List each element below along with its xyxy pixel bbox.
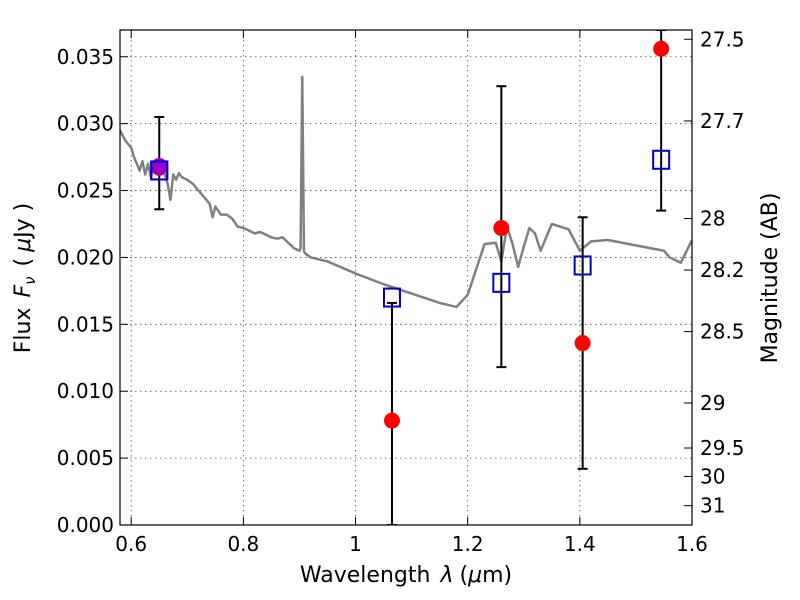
x-tick-label: 1	[349, 532, 362, 556]
y-tick-label: 0.015	[57, 312, 114, 336]
model-photometry-square	[573, 255, 592, 276]
y-tick-label: 0.005	[57, 446, 114, 470]
observed-flux-point	[383, 412, 400, 429]
x-axis-ticks: 0.6 0.8 1 1.2 1.4 1.6	[115, 30, 708, 556]
y-tick-label: 0.000	[57, 513, 114, 537]
spectrum-layer	[120, 75, 692, 309]
model-photometry-square	[382, 287, 401, 308]
y-axis-ticks: 0.000 0.005 0.010 0.015 0.020 0.025 0.030 0.035	[57, 45, 128, 537]
magnitude-tick-label: 28.5	[700, 320, 745, 344]
x-tick-label: 0.6	[115, 532, 147, 556]
model-photometry-square	[652, 149, 671, 170]
y-tick-label: 0.035	[57, 45, 114, 69]
magnitude-tick-label: 27.7	[700, 109, 745, 133]
y-tick-label: 0.020	[57, 245, 114, 269]
x-tick-label: 1.4	[564, 532, 596, 556]
marker-layer	[150, 40, 671, 429]
magnitude-tick-label: 29.5	[700, 436, 745, 460]
observed-flux-point	[574, 335, 591, 352]
grid-layer	[120, 30, 693, 526]
magnitude-tick-label: 28.2	[700, 258, 745, 282]
x-tick-label: 1.6	[676, 532, 708, 556]
model-spectrum-line	[120, 75, 692, 309]
model-photometry-square	[492, 272, 511, 293]
magnitude-axis-label: Magnitude (AB)	[758, 193, 783, 364]
magnitude-tick-label: 30	[700, 464, 725, 488]
observed-flux-point	[493, 220, 510, 236]
y-tick-label: 0.030	[57, 112, 114, 136]
magnitude-tick-label: 27.5	[700, 27, 745, 51]
plot-frame	[119, 29, 693, 526]
magnitude-tick-label: 28	[700, 207, 725, 231]
y-axis-label: FluxFν(μJy )	[11, 203, 39, 353]
magnitude-tick-label: 29	[700, 391, 725, 415]
errorbar-layer	[154, 30, 667, 525]
model-photometry-square-overlay	[150, 160, 169, 181]
y-tick-label: 0.010	[57, 379, 114, 403]
y-tick-label: 0.025	[57, 179, 114, 203]
magnitude-axis-ticks: 27.5 27.7 28 28.2 28.5 29 29.5 30 31	[684, 27, 745, 518]
magnitude-tick-label: 31	[700, 494, 725, 518]
x-tick-label: 0.8	[227, 532, 259, 556]
observed-flux-point	[653, 40, 670, 57]
x-tick-label: 1.2	[452, 532, 484, 556]
x-axis-label: Wavelength λ (μm)	[300, 563, 512, 588]
